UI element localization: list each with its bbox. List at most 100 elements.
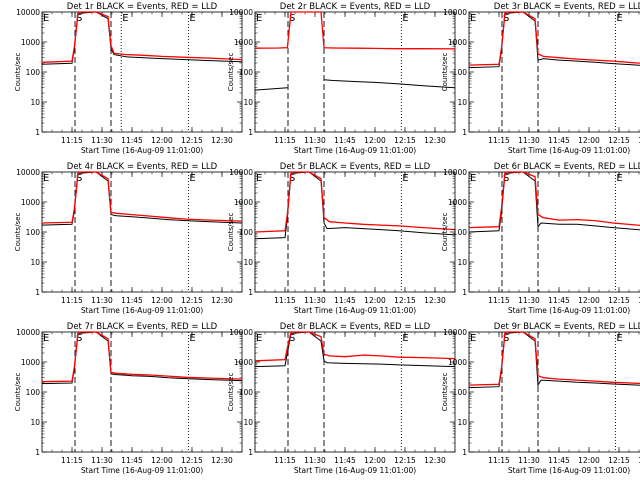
y-tick-label: 100 [26,68,41,77]
y-tick-label: 1000 [234,358,253,367]
y-tick-label: 1 [35,128,40,137]
chart-panel-1: Det 1r BLACK = Events, RED = LLD 1 10 100 10… [14,2,243,155]
chart-title: Det 6r BLACK = Events, RED = LLD [494,162,640,172]
marker-label: S [503,13,509,24]
marker-label: E [256,13,262,24]
series-line-red [41,11,243,63]
y-tick-label: 10 [457,98,467,107]
x-tick-label: 12:30 [424,296,446,305]
y-tick-label: 10000 [229,8,253,17]
series-line-red [41,171,243,224]
y-tick-label: 10000 [16,8,40,17]
x-axis-label: Start Time (16-Aug-09 11:01:00) [508,466,630,475]
x-tick-label: 12:00 [151,136,173,145]
marker-label: E [470,173,476,184]
x-tick-label: 11:30 [518,456,540,465]
series-line-red [468,11,640,66]
x-tick-label: 11:45 [334,456,356,465]
x-tick-label: 11:30 [304,136,326,145]
y-axis-label: Counts/sec [14,213,22,252]
x-tick-label: 12:00 [151,296,173,305]
x-tick-label: 12:15 [394,296,416,305]
chart-title: Det 4r BLACK = Events, RED = LLD [67,162,218,172]
y-tick-label: 1000 [21,38,40,47]
y-axis-label: Counts/sec [14,53,22,92]
x-tick-label: 11:30 [91,296,113,305]
x-tick-label: 11:30 [91,136,113,145]
chart-panel-6: Det 6r BLACK = Events, RED = LLD 1 10 100 10… [441,162,640,315]
y-axis-label: Counts/sec [227,213,235,252]
marker-label: E [256,333,262,344]
marker-label: E [402,13,408,24]
x-tick-label: 11:15 [488,456,510,465]
y-tick-label: 100 [453,68,468,77]
x-axis-label: Start Time (16-Aug-09 11:01:00) [81,466,203,475]
x-axis-label: Start Time (16-Aug-09 11:01:00) [508,146,630,155]
y-tick-label: 1 [248,128,253,137]
y-tick-label: 10 [30,418,40,427]
y-tick-label: 1000 [448,358,467,367]
y-tick-label: 10000 [443,168,467,177]
series-line-black [254,331,456,368]
x-tick-label: 12:00 [364,456,386,465]
y-tick-label: 1000 [448,198,467,207]
y-tick-label: 100 [239,388,254,397]
x-tick-label: 11:15 [488,136,510,145]
x-tick-label: 12:15 [394,456,416,465]
y-tick-label: 100 [26,228,41,237]
x-tick-label: 11:45 [334,296,356,305]
x-tick-label: 11:15 [274,136,296,145]
y-axis-label: Counts/sec [227,373,235,412]
y-axis-label: Counts/sec [441,53,449,92]
x-tick-label: 12:15 [394,136,416,145]
y-tick-label: 100 [453,228,468,237]
chart-panel-7: Det 7r BLACK = Events, RED = LLD 1 10 100 10… [14,322,243,475]
y-tick-label: 10 [243,258,253,267]
y-tick-label: 1 [35,448,40,457]
series-line-red [254,11,456,50]
chart-panel-5: Det 5r BLACK = Events, RED = LLD 1 10 100 10… [227,162,456,315]
x-tick-label: 12:15 [608,296,630,305]
chart-title: Det 8r BLACK = Events, RED = LLD [280,322,431,332]
marker-label: E [470,333,476,344]
x-tick-label: 12:15 [181,136,203,145]
x-tick-label: 12:30 [211,456,233,465]
x-tick-label: 12:30 [638,136,640,145]
y-tick-label: 1000 [234,198,253,207]
x-axis-label: Start Time (16-Aug-09 11:01:00) [294,466,416,475]
marker-label: S [76,333,82,344]
chart-title: Det 7r BLACK = Events, RED = LLD [67,322,218,332]
x-tick-label: 12:00 [578,456,600,465]
x-tick-label: 11:30 [304,296,326,305]
chart-title: Det 3r BLACK = Events, RED = LLD [494,2,640,12]
x-tick-label: 11:15 [488,296,510,305]
y-axis-label: Counts/sec [227,53,235,92]
marker-label: S [76,13,82,24]
chart-panel-4: Det 4r BLACK = Events, RED = LLD 1 10 100 10… [14,162,243,315]
chart-panel-9: Det 9r BLACK = Events, RED = LLD 1 10 100 10… [441,322,640,475]
x-axis-label: Start Time (16-Aug-09 11:01:00) [81,146,203,155]
y-tick-label: 10000 [16,328,40,337]
y-tick-label: 100 [239,228,254,237]
marker-label: E [470,13,476,24]
x-tick-label: 12:30 [638,296,640,305]
x-tick-label: 12:30 [638,456,640,465]
y-axis-label: Counts/sec [14,373,22,412]
x-tick-label: 11:45 [121,136,143,145]
x-tick-label: 11:45 [121,296,143,305]
x-tick-label: 11:45 [334,136,356,145]
chart-panel-8: Det 8r BLACK = Events, RED = LLD 1 10 100 10… [227,322,456,475]
marker-label: E [616,13,622,24]
chart-panel-2: Det 2r BLACK = Events, RED = LLD 1 10 100 10… [227,2,456,155]
x-axis-label: Start Time (16-Aug-09 11:01:00) [294,306,416,315]
marker-label: S [76,173,82,184]
y-axis-label: Counts/sec [441,213,449,252]
marker-label: E [43,173,49,184]
marker-label: S [289,333,295,344]
y-tick-label: 10000 [443,8,467,17]
y-tick-label: 1 [462,448,467,457]
x-tick-label: 11:45 [121,456,143,465]
y-tick-label: 1 [35,288,40,297]
series-line-red [468,171,640,229]
